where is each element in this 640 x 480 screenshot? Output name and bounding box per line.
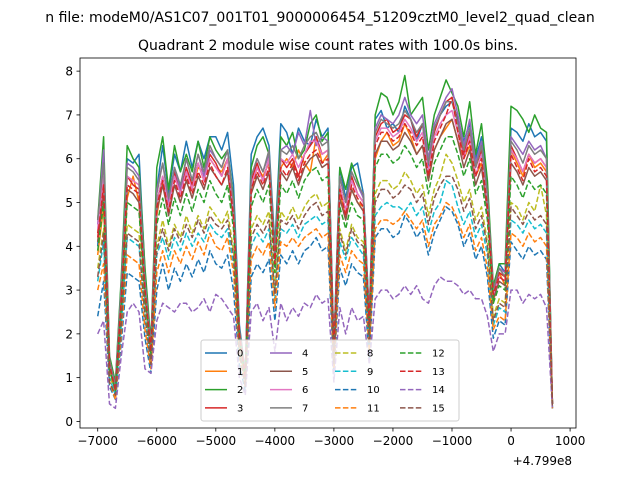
x-tick-label: −3000 xyxy=(314,434,355,448)
y-tick-label: 8 xyxy=(65,65,73,79)
series-line-5 xyxy=(96,118,554,404)
series-line-2 xyxy=(96,74,554,404)
legend-label-8: 8 xyxy=(367,349,373,360)
y-tick-label: 7 xyxy=(65,108,73,122)
legend-label-5: 5 xyxy=(302,367,308,378)
legend-label-13: 13 xyxy=(432,367,445,378)
axes: −7000 −6000 −5000 −4000 −3000 −2000 −1000 0 1000… xyxy=(65,57,586,448)
y-tick-label: 1 xyxy=(65,371,73,385)
series-lines xyxy=(96,74,554,410)
legend-box xyxy=(200,339,460,422)
legend-label-6: 6 xyxy=(302,385,308,396)
y-tick-label: 6 xyxy=(65,152,73,166)
y-tick-label: 3 xyxy=(65,284,73,298)
series-line-9 xyxy=(96,179,554,409)
x-tick-label: −5000 xyxy=(196,434,237,448)
series-line-7 xyxy=(96,101,554,404)
series-line-12 xyxy=(96,136,554,404)
legend-label-2: 2 xyxy=(237,385,243,396)
y-tick-label: 0 xyxy=(65,415,73,429)
x-tick-label: −6000 xyxy=(136,434,177,448)
x-tick-label: −7000 xyxy=(77,434,118,448)
x-tick-label: 1000 xyxy=(555,434,586,448)
legend-label-7: 7 xyxy=(302,403,308,414)
series-line-11 xyxy=(96,201,554,409)
x-tick-label: −4000 xyxy=(255,434,296,448)
legend-label-0: 0 xyxy=(237,349,243,360)
series-line-0 xyxy=(96,101,554,404)
y-tick-label: 2 xyxy=(65,327,73,341)
legend-label-12: 12 xyxy=(432,349,445,360)
legend-label-9: 9 xyxy=(367,367,373,378)
figure-suptitle: n file: modeM0/AS1C07_001T01_9000006454_… xyxy=(45,10,594,26)
x-tick-label: 0 xyxy=(507,434,515,448)
legend-label-4: 4 xyxy=(302,349,308,360)
axes-frame xyxy=(79,57,577,429)
legend-label-10: 10 xyxy=(367,385,380,396)
series-line-14 xyxy=(97,276,554,410)
series-line-8 xyxy=(96,153,554,409)
x-tick-label: −2000 xyxy=(373,434,414,448)
legend-label-1: 1 xyxy=(237,367,243,378)
x-offset-label: +4.799e8 xyxy=(513,454,572,468)
chart-title: Quadrant 2 module wise count rates with … xyxy=(138,38,518,54)
series-line-13 xyxy=(96,96,554,404)
legend-label-15: 15 xyxy=(432,403,445,414)
legend-label-14: 14 xyxy=(432,385,445,396)
series-line-15 xyxy=(96,175,554,409)
legend-label-11: 11 xyxy=(367,403,380,414)
legend-label-3: 3 xyxy=(237,403,243,414)
y-tick-label: 4 xyxy=(65,240,73,254)
series-line-10 xyxy=(96,206,554,409)
plot-area xyxy=(96,74,554,410)
y-tick-label: 5 xyxy=(65,196,73,210)
x-tick-label: −1000 xyxy=(432,434,473,448)
